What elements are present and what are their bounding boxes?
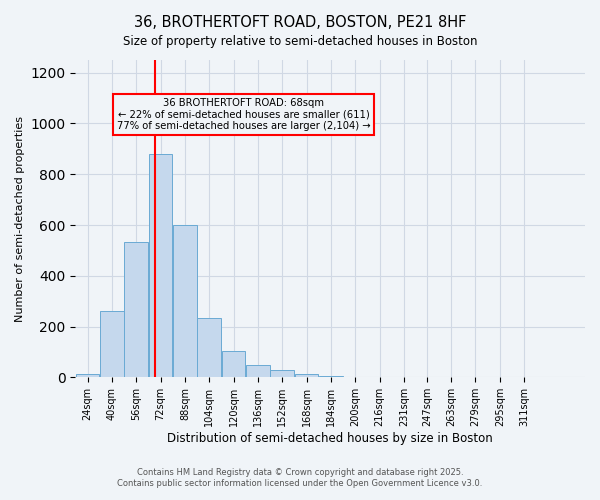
Text: 36 BROTHERTOFT ROAD: 68sqm
← 22% of semi-detached houses are smaller (611)
77% o: 36 BROTHERTOFT ROAD: 68sqm ← 22% of semi… <box>117 98 370 132</box>
Text: 36, BROTHERTOFT ROAD, BOSTON, PE21 8HF: 36, BROTHERTOFT ROAD, BOSTON, PE21 8HF <box>134 15 466 30</box>
Y-axis label: Number of semi-detached properties: Number of semi-detached properties <box>15 116 25 322</box>
Bar <box>246 364 270 378</box>
Bar <box>149 154 172 378</box>
Bar <box>100 312 124 378</box>
Bar <box>222 350 245 378</box>
Bar <box>173 225 197 378</box>
Bar <box>319 376 343 378</box>
Bar <box>344 376 367 378</box>
Text: Contains HM Land Registry data © Crown copyright and database right 2025.
Contai: Contains HM Land Registry data © Crown c… <box>118 468 482 487</box>
Bar <box>271 370 294 378</box>
Bar <box>197 318 221 378</box>
X-axis label: Distribution of semi-detached houses by size in Boston: Distribution of semi-detached houses by … <box>167 432 493 445</box>
Text: Size of property relative to semi-detached houses in Boston: Size of property relative to semi-detach… <box>123 35 477 48</box>
Bar <box>76 374 100 378</box>
Bar <box>368 377 391 378</box>
Bar <box>295 374 319 378</box>
Bar <box>124 242 148 378</box>
